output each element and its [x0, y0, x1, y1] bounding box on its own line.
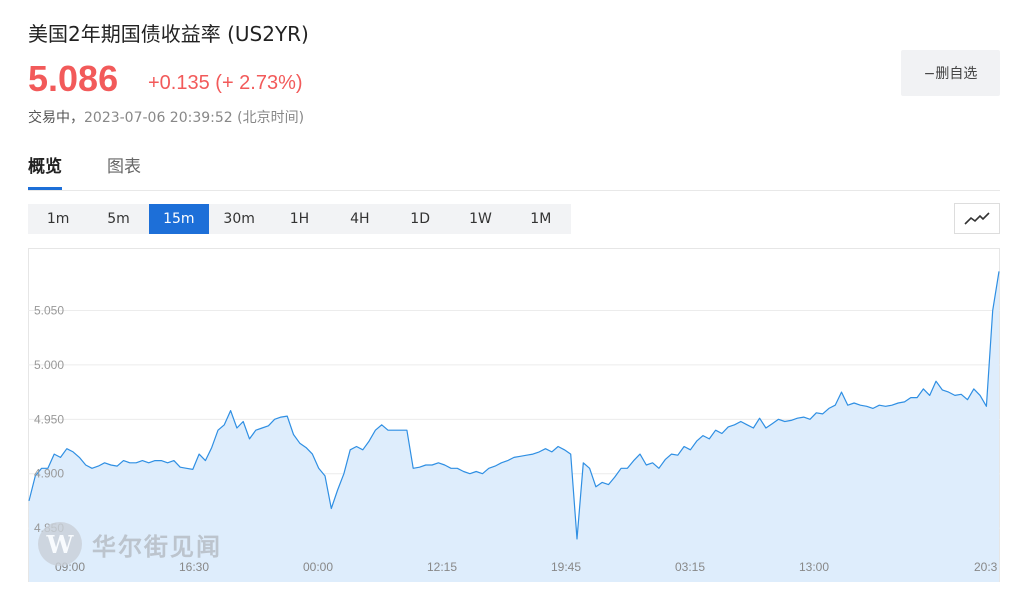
series-line	[28, 271, 1000, 540]
period-1w[interactable]: 1W	[469, 211, 492, 227]
x-tick-label: 12:15	[427, 560, 457, 574]
x-tick-label: 19:45	[551, 560, 581, 574]
y-tick-label: 4.950	[34, 412, 64, 426]
instrument-title: 美国2年期国债收益率 (US2YR)	[28, 22, 309, 46]
period-4h[interactable]: 4H	[350, 211, 370, 227]
chart-type-button[interactable]	[954, 203, 1000, 234]
y-tick-label: 4.900	[34, 467, 64, 481]
series-area	[29, 271, 999, 582]
remove-from-watchlist-button[interactable]: −删自选	[901, 50, 1000, 96]
period-selector: 1m 5m 15m 30m 1H 4H 1D 1W 1M	[28, 204, 571, 234]
status-text: 交易中，	[28, 110, 84, 126]
price-change: +0.135 (+ 2.73%)	[148, 72, 303, 94]
y-tick-label: 5.050	[34, 304, 64, 318]
period-30m[interactable]: 30m	[223, 211, 255, 227]
y-tick-label: 5.000	[34, 358, 64, 372]
period-1d[interactable]: 1D	[410, 211, 430, 227]
tab-overview[interactable]: 概览	[28, 152, 62, 190]
trading-status: 交易中，2023-07-06 20:39:52 (北京时间)	[28, 107, 304, 127]
period-5m[interactable]: 5m	[107, 211, 130, 227]
period-1h[interactable]: 1H	[289, 211, 310, 227]
x-tick-label: 00:00	[303, 560, 333, 574]
price-chart: 4.8504.9004.9505.0005.05009:0016:3000:00…	[28, 248, 1000, 582]
period-1m[interactable]: 1m	[46, 211, 70, 227]
watermark-text: 华尔街见闻	[92, 531, 222, 561]
x-tick-label: 13:00	[799, 560, 829, 574]
tab-chart[interactable]: 图表	[107, 157, 141, 177]
last-price: 5.086	[28, 58, 119, 99]
x-tick-label: 03:15	[675, 560, 705, 574]
watermark: W 华尔街见闻	[38, 522, 222, 566]
x-tick-label: 16:30	[179, 560, 209, 574]
tab-bar: 概览 图表	[28, 152, 1000, 191]
line-chart-icon	[964, 211, 990, 225]
watermark-logo: W	[38, 522, 82, 566]
period-1mo[interactable]: 1M	[530, 211, 552, 227]
period-15m[interactable]: 15m	[148, 204, 209, 234]
timestamp: 2023-07-06 20:39:52 (北京时间)	[84, 110, 305, 126]
x-tick-label: 20:3	[974, 560, 998, 574]
